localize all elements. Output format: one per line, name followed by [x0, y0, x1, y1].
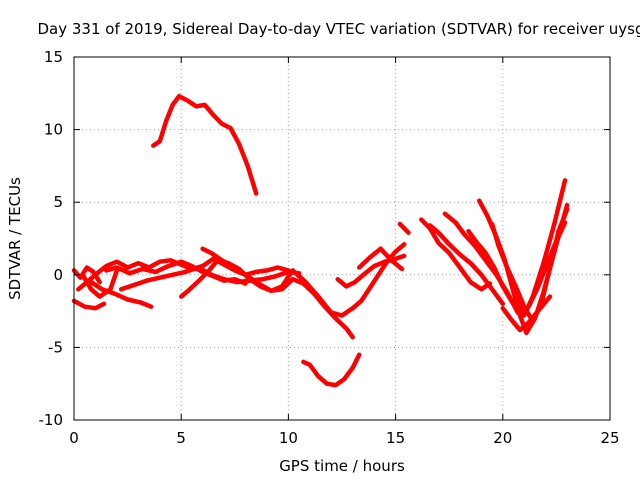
series-arc-n: [350, 242, 407, 311]
series-arc-k: [151, 93, 259, 196]
y-tick-label: -10: [39, 411, 64, 429]
series-arc-e: [88, 279, 154, 309]
series-arc-q: [419, 217, 493, 292]
y-tick-label: -5: [48, 338, 63, 356]
y-tick-label: 15: [44, 48, 63, 66]
plot-frame: [73, 56, 611, 421]
y-axis-label: SDTVAR / TECUs: [6, 177, 24, 300]
series-arc-o: [356, 246, 405, 272]
series-arc-b: [71, 298, 107, 311]
data-series: [71, 93, 570, 388]
series-arc-r: [427, 223, 506, 307]
series-arc-m: [335, 253, 407, 289]
x-tick-label: 0: [69, 429, 79, 447]
y-tick-label: 0: [53, 266, 63, 284]
x-tick-label: 5: [176, 429, 186, 447]
x-axis-label: GPS time / hours: [279, 457, 405, 475]
x-tick-label: 10: [279, 429, 298, 447]
series-arc-p: [397, 221, 411, 235]
x-tick-labels: 0 5 10 15 20 25: [69, 429, 619, 447]
x-tick-label: 25: [600, 429, 619, 447]
y-tick-label: 10: [44, 121, 63, 139]
chart-title: Day 331 of 2019, Sidereal Day-to-day VTE…: [37, 20, 640, 38]
x-tick-label: 15: [386, 429, 405, 447]
series-arc-x: [500, 294, 553, 333]
series-arc-g: [118, 265, 302, 292]
y-tick-labels: -10 -5 0 5 10 15: [39, 48, 64, 429]
y-tick-label: 5: [53, 193, 63, 211]
grid-lines: [74, 57, 610, 420]
axis-ticks: [73, 56, 611, 421]
series-arc-l: [301, 352, 362, 388]
series-arc-d: [80, 268, 120, 299]
series-arc-j: [200, 246, 358, 318]
series-arc-v: [489, 178, 568, 318]
x-tick-label: 20: [493, 429, 512, 447]
